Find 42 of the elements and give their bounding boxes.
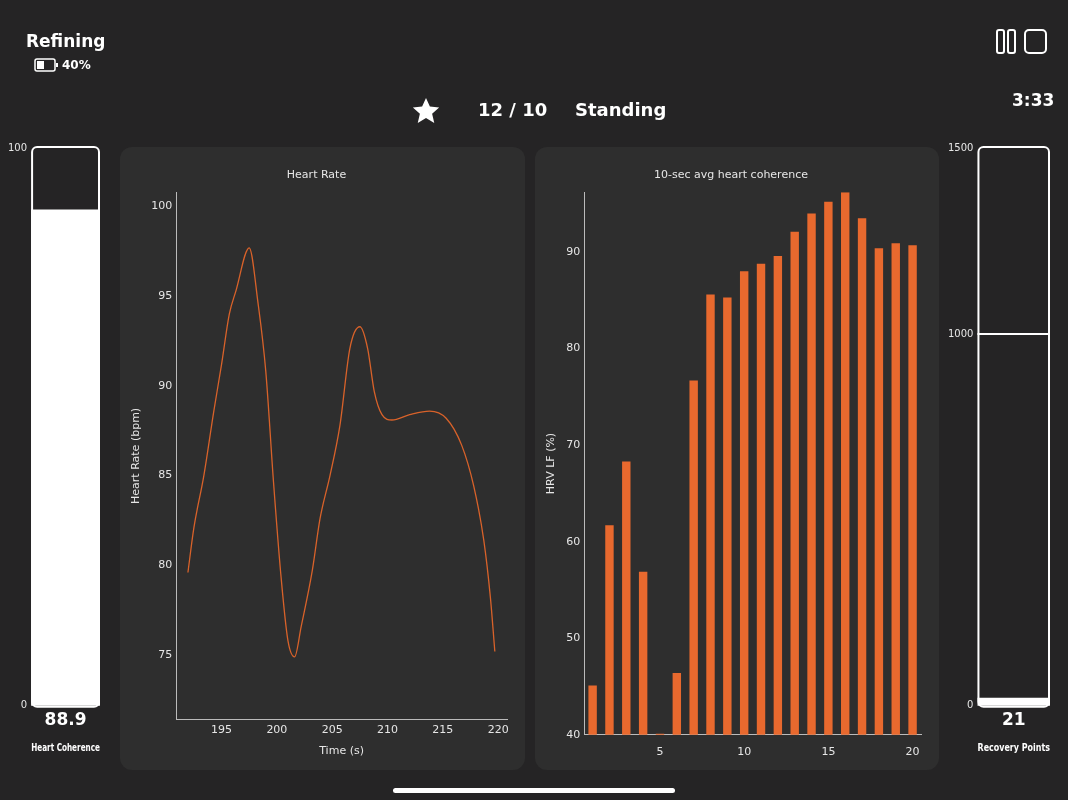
x-tick-label: 220 (487, 723, 509, 737)
chart-title: 10-sec avg heart coherence (654, 168, 809, 182)
y-tick-label: 95 (158, 289, 173, 303)
y-tick-label: 1000 (948, 327, 974, 339)
y-tick-label: 100 (7, 141, 28, 153)
text: Refining (26, 31, 106, 51)
y-tick-label: 90 (566, 244, 581, 258)
y-tick-label: 50 (566, 631, 581, 645)
text: 3:33 (1012, 90, 1055, 110)
y-tick-label: 70 (566, 438, 581, 452)
data-label: 88.9 (44, 708, 87, 729)
y-tick-label: 80 (158, 558, 173, 572)
y-tick-label: 0 (20, 699, 28, 711)
x-tick-label: 5 (656, 745, 664, 759)
x-tick-label: 195 (211, 723, 233, 737)
x-tick-label: 200 (266, 723, 288, 737)
data-label: 21 (1001, 708, 1026, 729)
x-tick-label: 215 (432, 723, 454, 737)
line-series (187, 247, 496, 658)
y-tick-label: 80 (566, 341, 581, 355)
y-tick-label: 60 (566, 534, 581, 548)
y-tick-label: 0 (967, 699, 974, 711)
y-tick-label: 90 (158, 378, 173, 392)
text: 40% (62, 58, 91, 72)
chart-title: Heart Rate (286, 168, 347, 182)
text: Standing (575, 99, 667, 120)
y-tick-label: 40 (566, 727, 581, 741)
y-tick-label: 85 (158, 468, 173, 482)
x-axis-title: Recovery Points (977, 740, 1051, 754)
x-axis-title: Time (s) (318, 744, 364, 758)
text: 12 / 10 (478, 99, 548, 120)
x-tick-label: 210 (377, 723, 399, 737)
x-tick-label: 20 (905, 745, 920, 759)
y-tick-label: 1500 (948, 141, 974, 153)
x-axis-title: Heart Coherence (31, 740, 100, 754)
y-tick-label: 75 (158, 647, 173, 661)
x-tick-label: 205 (321, 723, 343, 737)
y-axis-title: Heart Rate (bpm) (129, 407, 143, 504)
x-tick-label: 15 (821, 745, 836, 759)
y-tick-label: 100 (151, 199, 173, 213)
x-tick-label: 10 (737, 745, 752, 759)
y-axis-title: HRV LF (%) (544, 432, 558, 495)
